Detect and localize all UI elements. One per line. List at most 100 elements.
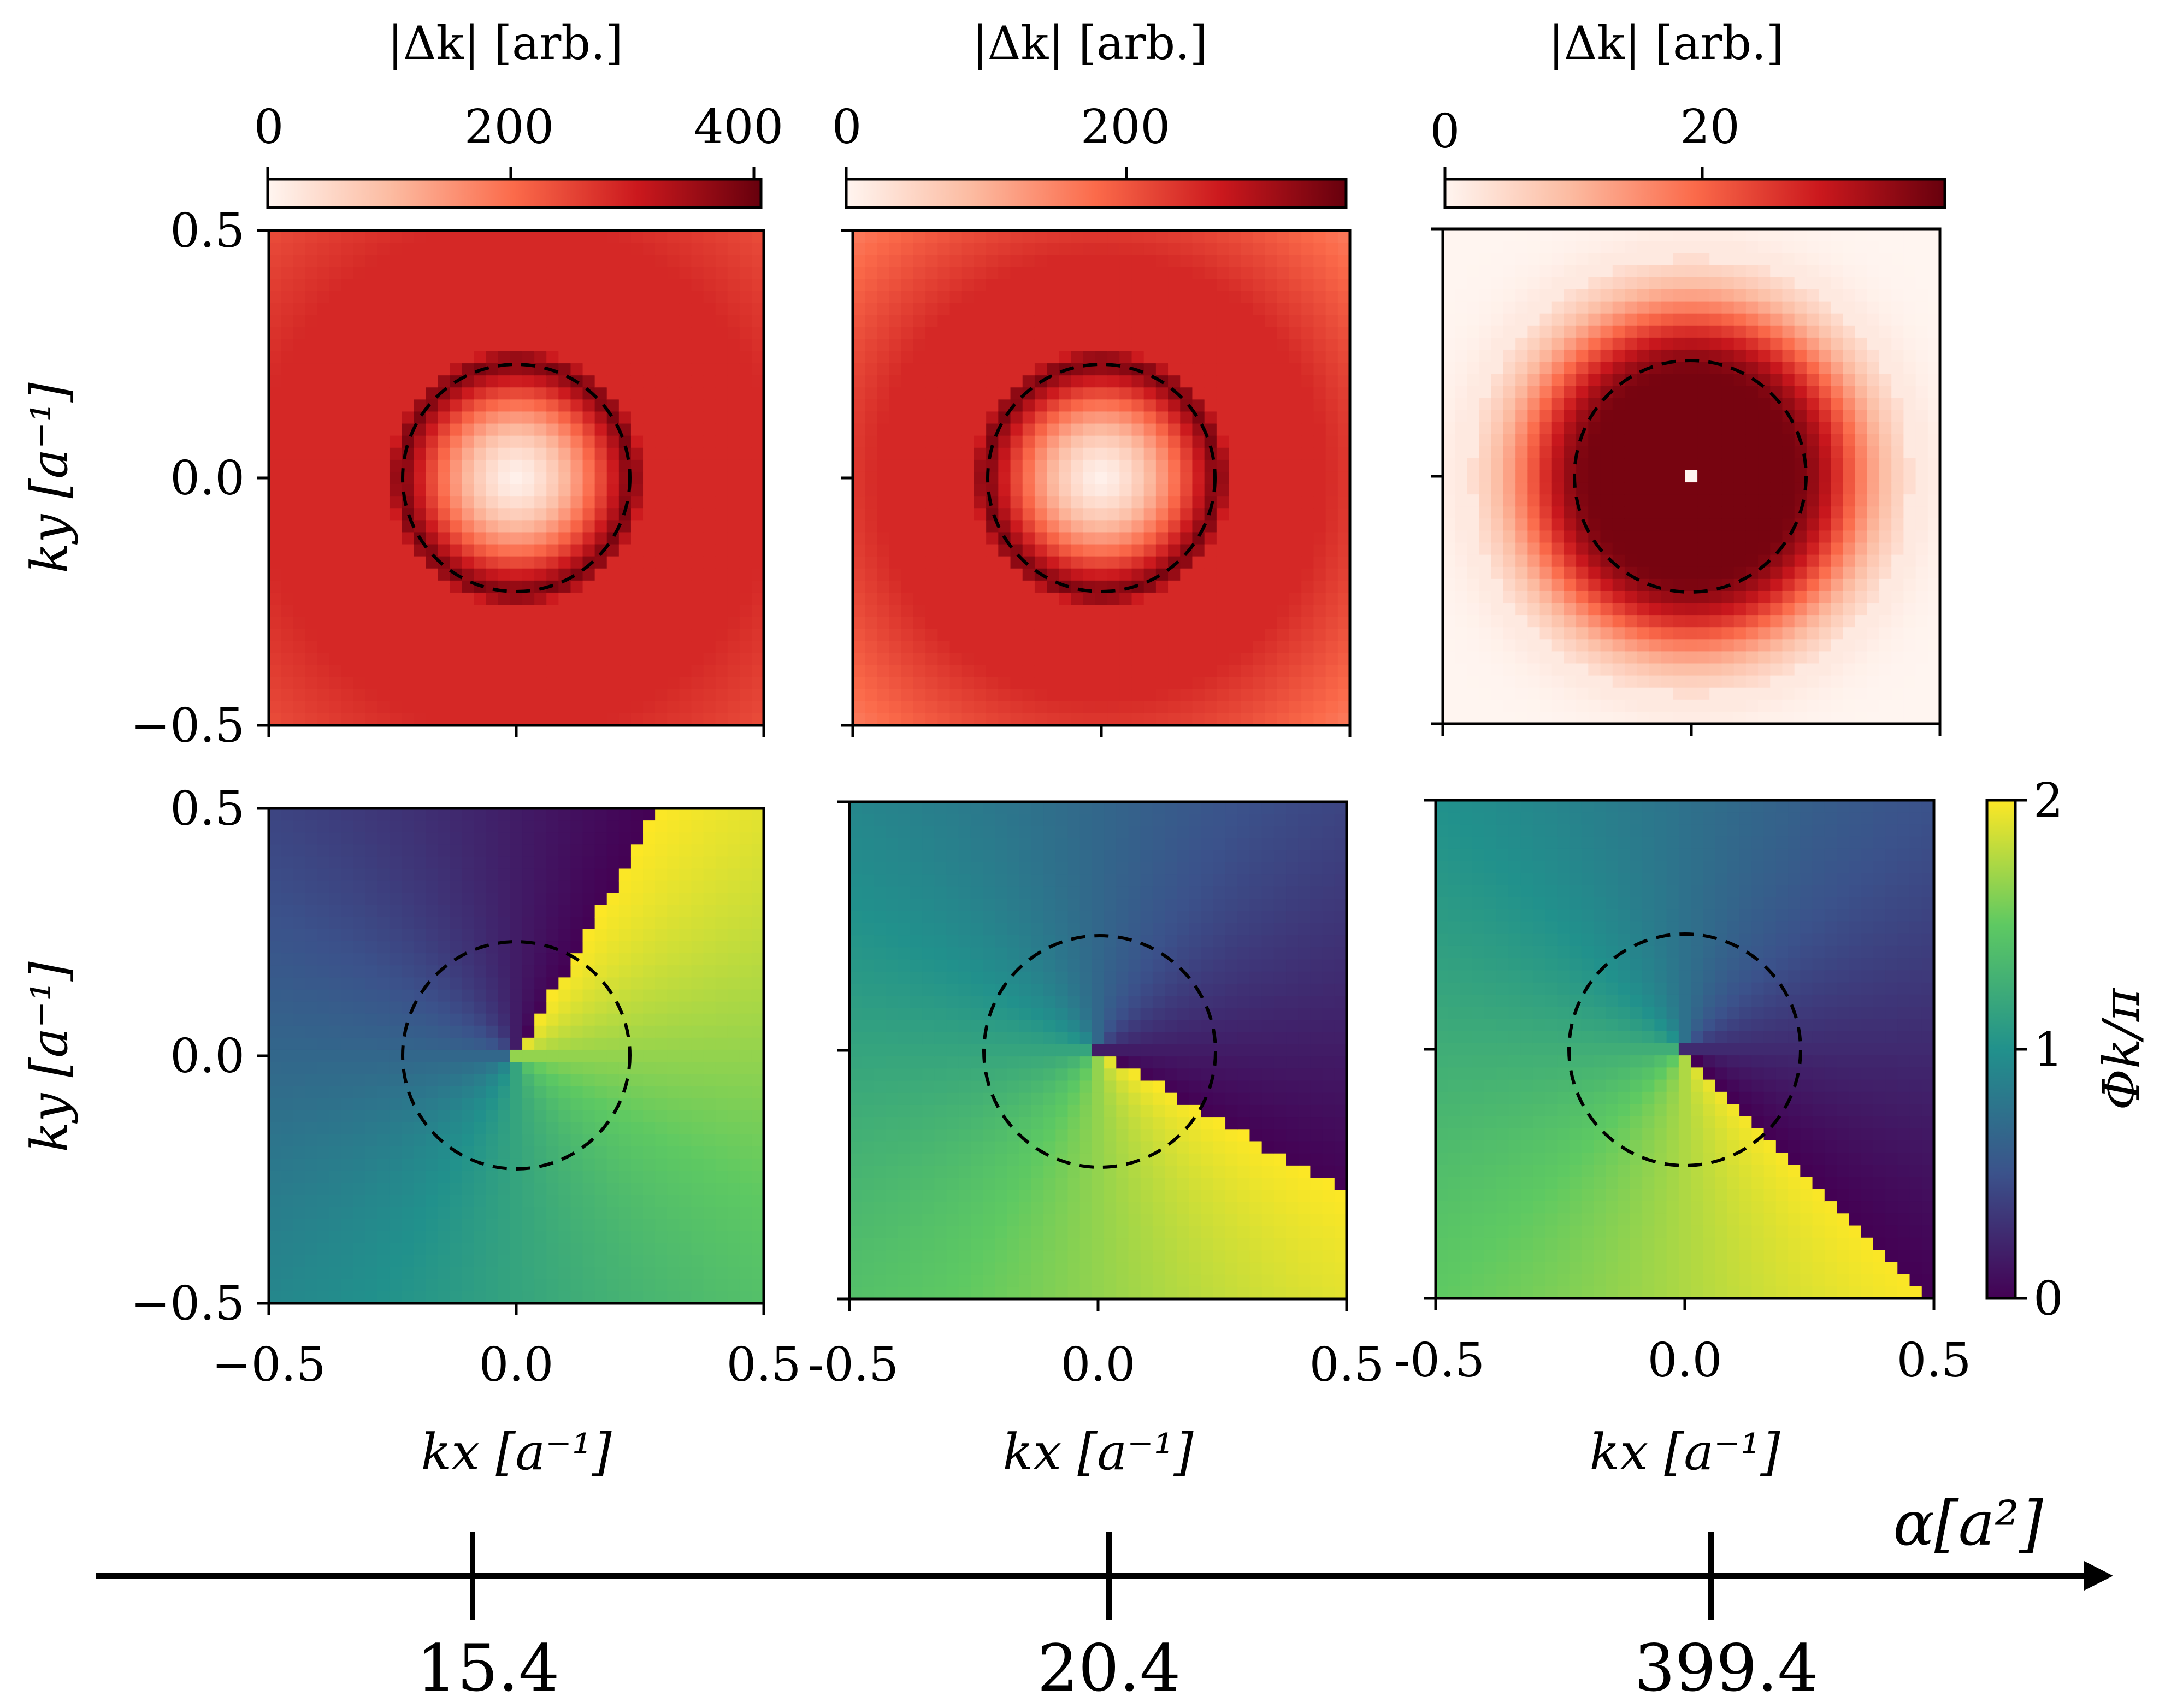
heatmap-cell [498, 605, 511, 617]
heatmap-cell [1831, 603, 1844, 616]
heatmap-cell [889, 617, 902, 630]
heatmap-cell [1265, 435, 1278, 448]
heatmap-cell [606, 279, 620, 292]
heatmap-cell [1879, 458, 1892, 471]
heatmap-cell [1325, 653, 1338, 666]
heatmap-cell [582, 243, 595, 255]
heatmap-cell [1119, 327, 1132, 340]
heatmap-cell [474, 544, 487, 557]
heatmap-cell [305, 653, 318, 666]
heatmap-cell [353, 315, 366, 328]
heatmap-cell [450, 556, 463, 569]
heatmap-cell [377, 556, 390, 569]
heatmap-cell [1564, 651, 1577, 664]
heatmap-cell [510, 496, 523, 509]
heatmap-cell [901, 605, 914, 617]
heatmap-cell [1022, 459, 1035, 472]
heatmap-cell [679, 303, 692, 316]
heatmap-cell [570, 677, 583, 690]
heatmap-cell [998, 496, 1011, 509]
heatmap-cell [1673, 337, 1686, 350]
heatmap-cell [329, 701, 342, 714]
heatmap-cell [1697, 374, 1710, 387]
heatmap-cell [1241, 447, 1254, 460]
heatmap-cell [1649, 494, 1662, 507]
heatmap-cell [1915, 313, 1928, 326]
heatmap-cell [498, 315, 511, 328]
heatmap-cell [1649, 253, 1662, 266]
heatmap-cell [1455, 675, 1468, 688]
heatmap-cell [1539, 711, 1553, 724]
heatmap-cell [1855, 675, 1868, 688]
heatmap-cell [1745, 434, 1759, 447]
heatmap-cell [1855, 482, 1868, 495]
heatmap-cell [1794, 349, 1807, 362]
heatmap-cell [865, 568, 878, 581]
heatmap-cell [486, 701, 499, 714]
heatmap-cell [643, 580, 656, 593]
heatmap-cell [534, 713, 547, 726]
heatmap-cell [1083, 508, 1096, 521]
heatmap-cell [606, 447, 620, 460]
heatmap-cell [1758, 458, 1771, 471]
heatmap-cell [450, 255, 463, 268]
heatmap-cell [751, 315, 764, 328]
heatmap-cell [1515, 337, 1529, 350]
heatmap-cell [1891, 482, 1904, 495]
heatmap-cell [1034, 701, 1047, 714]
heatmap-cell [1831, 482, 1844, 495]
heatmap-cell [1637, 554, 1650, 568]
heatmap-cell [522, 471, 535, 484]
heatmap-cell [1782, 506, 1795, 519]
heatmap-cell [606, 267, 620, 280]
heatmap-cell [1204, 423, 1217, 436]
heatmap-cell [1576, 458, 1589, 471]
colorbar-top-middle: |Δk| [arb.] 0 200 [832, 16, 1348, 209]
heatmap-cell [329, 544, 342, 557]
heatmap-cell [1539, 386, 1553, 399]
heatmap-cell [877, 641, 890, 654]
heatmap-cell [853, 315, 865, 328]
heatmap-cell [474, 291, 487, 304]
heatmap-cell [925, 327, 939, 340]
heatmap-cell [727, 713, 740, 726]
heatmap-cell [305, 423, 318, 436]
heatmap-cell [1831, 422, 1844, 435]
heatmap-cell [727, 544, 740, 557]
heatmap-cell [462, 279, 475, 292]
heatmap-cell [998, 327, 1011, 340]
heatmap-cell [1119, 653, 1132, 666]
heatmap-cell [1685, 434, 1698, 447]
heatmap-cell [1204, 435, 1217, 448]
heatmap-cell [1733, 603, 1747, 616]
heatmap-cell [1588, 446, 1601, 459]
heatmap-cell [522, 653, 535, 666]
heatmap-cell [751, 231, 764, 243]
heatmap-cell [1119, 556, 1132, 569]
heatmap-cell [1551, 663, 1565, 676]
heatmap-cell [1301, 399, 1314, 412]
heatmap-cell [889, 520, 902, 533]
heatmap-cell [1855, 349, 1868, 362]
heatmap-cell [1637, 687, 1650, 700]
heatmap-cell [1143, 520, 1157, 533]
heatmap-cell [534, 243, 547, 255]
heatmap-cell [974, 411, 987, 424]
heatmap-cell [329, 363, 342, 376]
heatmap-cell [1491, 578, 1504, 592]
heatmap-cell [534, 447, 547, 460]
heatmap-cell [402, 701, 414, 714]
heatmap-cell [1337, 423, 1350, 436]
heatmap-cell [1564, 229, 1577, 241]
heatmap-cell [498, 677, 511, 690]
heatmap-cell [853, 327, 865, 340]
heatmap-cell [751, 592, 764, 605]
heatmap-cell [450, 387, 463, 400]
heatmap-cell [269, 580, 281, 593]
heatmap-cell [534, 231, 547, 243]
heatmap-cell [1180, 255, 1193, 268]
heatmap-cell [877, 435, 890, 448]
heatmap-cell [1819, 590, 1832, 604]
heatmap-cell [1794, 675, 1807, 688]
heatmap-cell [402, 653, 414, 666]
